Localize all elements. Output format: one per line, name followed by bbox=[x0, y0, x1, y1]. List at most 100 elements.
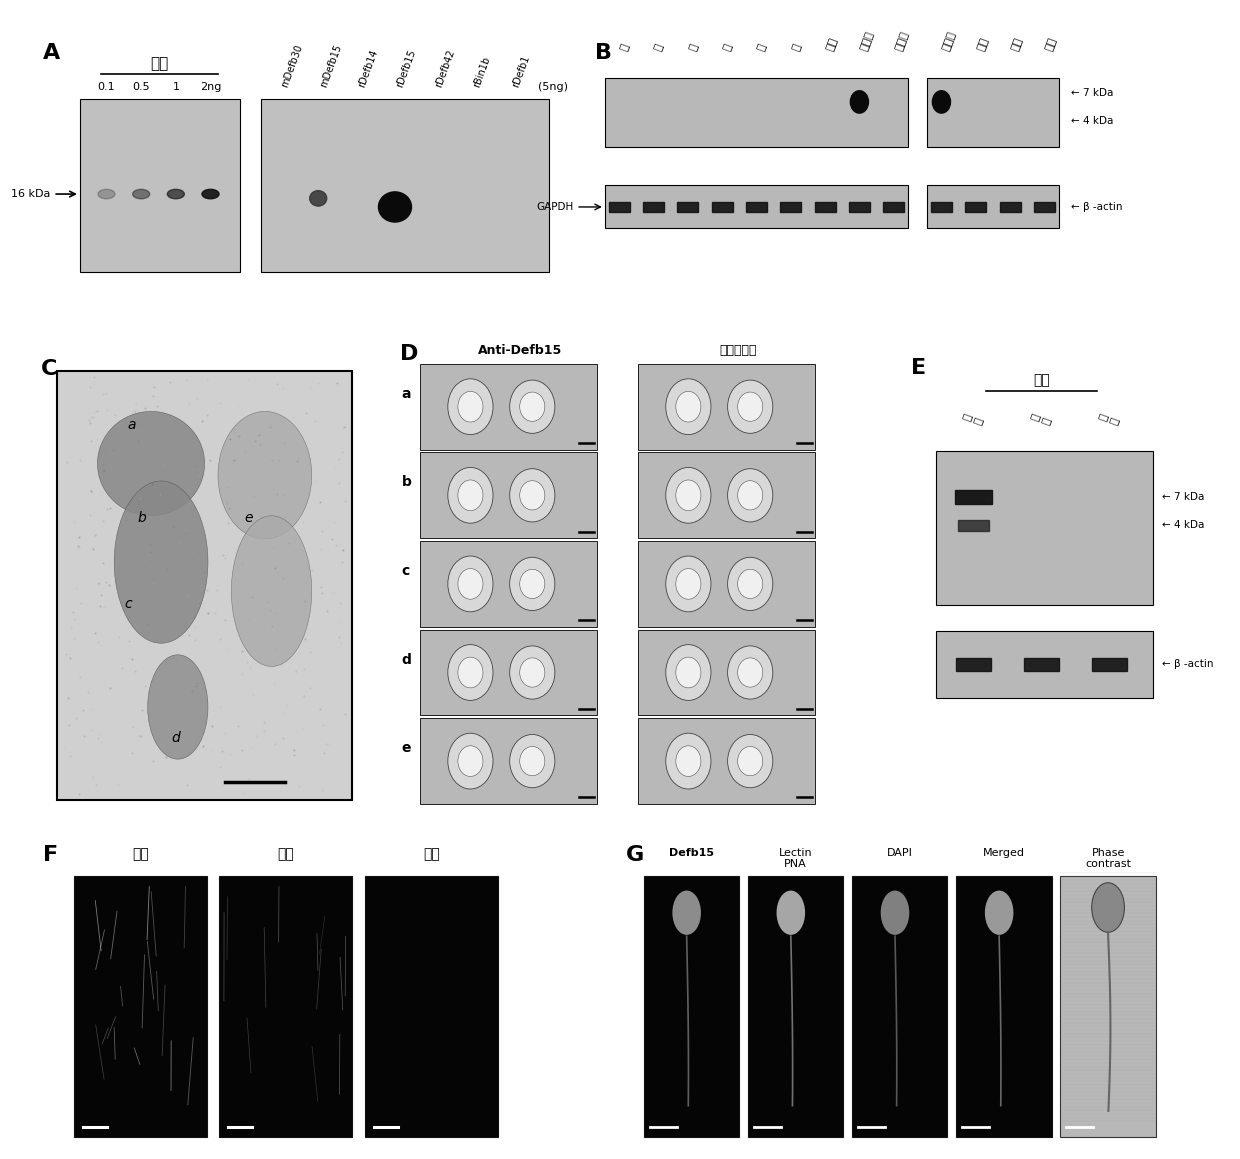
Bar bbox=[956, 658, 991, 671]
Ellipse shape bbox=[932, 90, 951, 114]
Ellipse shape bbox=[167, 189, 185, 199]
Bar bbox=[957, 520, 990, 531]
Bar bbox=[644, 876, 739, 1137]
Bar bbox=[1060, 876, 1156, 1137]
Ellipse shape bbox=[133, 189, 150, 199]
Text: Defb15: Defb15 bbox=[668, 847, 714, 858]
Bar bbox=[677, 202, 698, 212]
Ellipse shape bbox=[458, 480, 482, 511]
Text: 心: 心 bbox=[653, 43, 665, 52]
Text: F: F bbox=[43, 845, 58, 865]
Text: 精
体: 精 体 bbox=[1030, 413, 1053, 425]
Ellipse shape bbox=[114, 481, 208, 643]
Text: Lectin
PNA: Lectin PNA bbox=[779, 847, 812, 869]
Text: 体部: 体部 bbox=[278, 847, 294, 861]
Text: 免疫前血清: 免疫前血清 bbox=[719, 344, 758, 357]
Bar bbox=[639, 719, 815, 804]
Ellipse shape bbox=[851, 90, 868, 114]
Text: e: e bbox=[402, 742, 410, 756]
Text: E: E bbox=[911, 358, 926, 378]
Bar bbox=[365, 876, 498, 1137]
Ellipse shape bbox=[738, 481, 763, 510]
Text: 精子: 精子 bbox=[1033, 373, 1050, 387]
Text: d: d bbox=[402, 653, 412, 666]
Bar bbox=[936, 630, 1153, 698]
Bar bbox=[931, 202, 952, 212]
Ellipse shape bbox=[1091, 883, 1125, 932]
Ellipse shape bbox=[738, 746, 763, 775]
Bar bbox=[605, 185, 908, 228]
Bar bbox=[57, 371, 352, 800]
Text: DAPI: DAPI bbox=[887, 847, 913, 858]
Text: 精
头: 精 头 bbox=[962, 413, 985, 425]
Text: mDefb15: mDefb15 bbox=[319, 43, 343, 88]
Text: ← β -actin: ← β -actin bbox=[1163, 659, 1214, 670]
Ellipse shape bbox=[448, 379, 494, 435]
Text: 肝: 肝 bbox=[756, 43, 768, 52]
Text: b: b bbox=[402, 475, 412, 489]
Ellipse shape bbox=[666, 734, 711, 789]
Text: Merged: Merged bbox=[983, 847, 1025, 858]
Ellipse shape bbox=[728, 380, 773, 433]
Bar bbox=[780, 202, 801, 212]
Ellipse shape bbox=[666, 556, 711, 612]
Ellipse shape bbox=[510, 646, 554, 699]
Bar bbox=[965, 202, 986, 212]
Bar bbox=[642, 202, 663, 212]
Ellipse shape bbox=[202, 189, 219, 199]
Text: 脑: 脑 bbox=[619, 43, 631, 52]
Text: d: d bbox=[171, 731, 180, 745]
Text: e: e bbox=[244, 511, 253, 525]
Ellipse shape bbox=[676, 569, 701, 599]
Bar bbox=[609, 202, 630, 212]
Bar bbox=[79, 100, 239, 271]
Text: a: a bbox=[128, 418, 136, 432]
Text: a: a bbox=[402, 387, 410, 401]
Ellipse shape bbox=[458, 392, 482, 422]
Text: mDefb30: mDefb30 bbox=[280, 43, 305, 88]
Ellipse shape bbox=[448, 644, 494, 700]
Bar bbox=[1034, 202, 1055, 212]
Bar bbox=[999, 202, 1021, 212]
Text: 头部: 头部 bbox=[976, 36, 990, 52]
Bar bbox=[639, 452, 815, 538]
Text: 0.1: 0.1 bbox=[98, 82, 115, 92]
Bar bbox=[928, 78, 1059, 147]
Ellipse shape bbox=[520, 481, 544, 510]
Text: 1: 1 bbox=[172, 82, 180, 92]
Text: 脏: 脏 bbox=[722, 43, 734, 52]
Text: rDefb14: rDefb14 bbox=[357, 48, 379, 88]
Ellipse shape bbox=[728, 646, 773, 699]
Ellipse shape bbox=[676, 480, 701, 511]
Bar bbox=[219, 876, 352, 1137]
Text: ← 7 kDa: ← 7 kDa bbox=[1163, 493, 1205, 502]
Ellipse shape bbox=[666, 644, 711, 700]
Text: b: b bbox=[138, 511, 146, 525]
Bar bbox=[849, 202, 870, 212]
Text: 头部: 头部 bbox=[131, 847, 149, 861]
Ellipse shape bbox=[776, 890, 805, 935]
Ellipse shape bbox=[510, 735, 554, 788]
Text: (5ng): (5ng) bbox=[538, 82, 568, 92]
Bar bbox=[1092, 658, 1127, 671]
Text: rDefb42: rDefb42 bbox=[433, 48, 456, 88]
Ellipse shape bbox=[520, 569, 544, 598]
Text: 尾部: 尾部 bbox=[1044, 36, 1059, 52]
Bar bbox=[420, 719, 596, 804]
Ellipse shape bbox=[310, 190, 326, 206]
Bar bbox=[883, 202, 904, 212]
Text: B: B bbox=[595, 43, 613, 64]
Bar bbox=[936, 451, 1153, 605]
Ellipse shape bbox=[738, 658, 763, 687]
Text: c: c bbox=[124, 598, 131, 612]
Text: rBin1b: rBin1b bbox=[471, 54, 492, 88]
Ellipse shape bbox=[728, 468, 773, 522]
Ellipse shape bbox=[458, 569, 482, 599]
Ellipse shape bbox=[520, 392, 544, 422]
Ellipse shape bbox=[148, 655, 208, 759]
Text: C: C bbox=[41, 359, 57, 379]
Ellipse shape bbox=[676, 392, 701, 422]
Ellipse shape bbox=[520, 658, 544, 687]
Ellipse shape bbox=[666, 379, 711, 435]
Text: A: A bbox=[42, 43, 60, 64]
